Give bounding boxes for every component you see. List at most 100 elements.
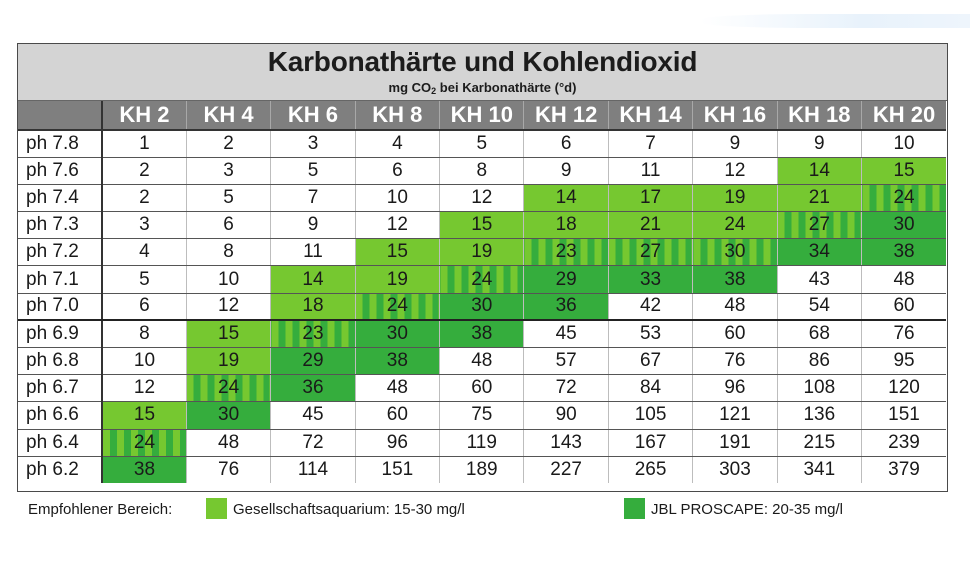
table-cell: 14 bbox=[523, 184, 609, 213]
column-header: KH 4 bbox=[185, 101, 271, 131]
table-cell: 76 bbox=[692, 347, 778, 376]
table-cell: 38 bbox=[101, 456, 187, 484]
table-cell: 15 bbox=[101, 401, 187, 430]
table-cell: 8 bbox=[439, 157, 524, 185]
table-cell: 24 bbox=[861, 184, 946, 213]
table-cell: 5 bbox=[270, 157, 356, 185]
table-cell: 121 bbox=[692, 401, 778, 430]
table-cell: 10 bbox=[861, 130, 946, 158]
table-cell: 7 bbox=[270, 184, 356, 213]
table-cell: 84 bbox=[607, 374, 693, 403]
table-cell: 1 bbox=[101, 130, 187, 158]
chart-subtitle: mg CO2 bei Karbonathärte (°d) bbox=[18, 80, 947, 96]
table-cell: 227 bbox=[523, 456, 609, 484]
table-cell: 67 bbox=[607, 347, 693, 376]
co2-table: KH 2 KH 4 KH 6 KH 8 KH 10 KH 12 KH 14 KH 16 KH 1… bbox=[18, 101, 946, 484]
column-header: KH 2 bbox=[101, 101, 187, 131]
background-decoration bbox=[700, 14, 970, 28]
table-cell: 12 bbox=[185, 293, 271, 322]
table-cell: 3 bbox=[270, 130, 356, 158]
table-cell: 34 bbox=[776, 238, 862, 267]
table-cell: 29 bbox=[523, 265, 609, 294]
table-cell: 23 bbox=[270, 320, 356, 349]
table-row: ph 7.6 2 3 5 6 8 9 11 12 14 15 bbox=[18, 157, 946, 185]
table-cell: 30 bbox=[861, 211, 946, 240]
table-cell: 19 bbox=[354, 265, 440, 294]
table-cell: 96 bbox=[692, 374, 778, 403]
table-cell: 48 bbox=[692, 293, 778, 322]
table-cell: 167 bbox=[607, 429, 693, 457]
legend-swatch-dark-green bbox=[624, 498, 645, 519]
table-cell: 76 bbox=[185, 456, 271, 484]
table-cell: 4 bbox=[101, 238, 187, 267]
table-cell: 265 bbox=[607, 456, 693, 484]
table-cell: 8 bbox=[101, 320, 187, 349]
table-cell: 30 bbox=[185, 401, 271, 430]
table-cell: 12 bbox=[101, 374, 187, 403]
table-cell: 143 bbox=[523, 429, 609, 457]
table-cell: 18 bbox=[523, 211, 609, 240]
table-cell: 15 bbox=[439, 211, 524, 240]
table-cell: 2 bbox=[101, 184, 187, 213]
table-cell: 33 bbox=[607, 265, 693, 294]
table-cell: 15 bbox=[354, 238, 440, 267]
table-cell: 24 bbox=[439, 265, 524, 294]
table-cell: 24 bbox=[354, 293, 440, 322]
table-cell: 72 bbox=[523, 374, 609, 403]
row-label: ph 6.2 bbox=[18, 456, 103, 484]
table-cell: 4 bbox=[354, 130, 440, 158]
legend-item-community-aquarium: Gesellschaftsaquarium: 15-30 mg/l bbox=[233, 501, 465, 518]
table-cell: 38 bbox=[354, 347, 440, 376]
table-cell: 21 bbox=[776, 184, 862, 213]
table-cell: 12 bbox=[354, 211, 440, 240]
table-cell: 72 bbox=[270, 429, 356, 457]
table-cell: 12 bbox=[439, 184, 524, 213]
table-cell: 18 bbox=[270, 293, 356, 322]
table-cell: 60 bbox=[861, 293, 946, 322]
table-cell: 19 bbox=[439, 238, 524, 267]
table-cell: 60 bbox=[354, 401, 440, 430]
table-cell: 5 bbox=[101, 265, 187, 294]
legend-swatch-light-green bbox=[206, 498, 227, 519]
table-cell: 17 bbox=[607, 184, 693, 213]
table-cell: 5 bbox=[185, 184, 271, 213]
table-cell: 38 bbox=[861, 238, 946, 267]
table-cell: 3 bbox=[101, 211, 187, 240]
table-cell: 45 bbox=[270, 401, 356, 430]
table-cell: 42 bbox=[607, 293, 693, 322]
column-header: KH 6 bbox=[270, 101, 356, 131]
table-cell: 11 bbox=[270, 238, 356, 267]
row-label: ph 6.8 bbox=[18, 347, 103, 376]
table-row: ph 6.7 12 24 36 48 60 72 84 96 108 120 bbox=[18, 374, 946, 403]
table-cell: 90 bbox=[523, 401, 609, 430]
table-cell: 48 bbox=[439, 347, 524, 376]
table-cell: 24 bbox=[692, 211, 778, 240]
table-row: ph 7.4 2 5 7 10 12 14 17 19 21 24 bbox=[18, 184, 946, 213]
table-cell: 24 bbox=[185, 374, 271, 403]
table-row: ph 6.6 15 30 45 60 75 90 105 121 136 151 bbox=[18, 401, 946, 430]
table-cell: 19 bbox=[692, 184, 778, 213]
row-label: ph 7.2 bbox=[18, 238, 103, 267]
table-cell: 151 bbox=[354, 456, 440, 484]
column-header: KH 12 bbox=[523, 101, 609, 131]
table-cell: 136 bbox=[776, 401, 862, 430]
table-cell: 108 bbox=[776, 374, 862, 403]
table-cell: 8 bbox=[185, 238, 271, 267]
table-cell: 86 bbox=[776, 347, 862, 376]
table-cell: 2 bbox=[185, 130, 271, 158]
table-cell: 30 bbox=[354, 320, 440, 349]
table-cell: 27 bbox=[607, 238, 693, 267]
table-cell: 43 bbox=[776, 265, 862, 294]
table-cell: 9 bbox=[692, 130, 778, 158]
table-cell: 120 bbox=[861, 374, 946, 403]
table-cell: 76 bbox=[861, 320, 946, 349]
row-label: ph 7.6 bbox=[18, 157, 103, 185]
table-cell: 215 bbox=[776, 429, 862, 457]
table-cell: 303 bbox=[692, 456, 778, 484]
table-cell: 54 bbox=[776, 293, 862, 322]
table-cell: 189 bbox=[439, 456, 524, 484]
table-cell: 10 bbox=[185, 265, 271, 294]
column-header: KH 16 bbox=[692, 101, 778, 131]
co2-table-panel: Karbonathärte und Kohlendioxid mg CO2 be… bbox=[17, 43, 948, 492]
table-cell: 36 bbox=[270, 374, 356, 403]
